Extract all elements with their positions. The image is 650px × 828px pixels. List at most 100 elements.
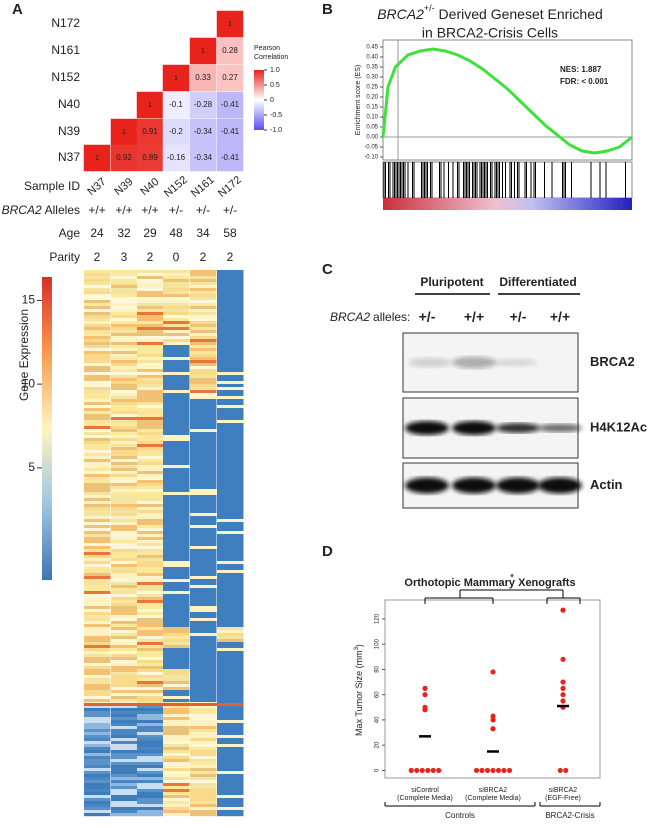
heatmap-stripe: [111, 396, 138, 400]
heatmap-stripe: [84, 339, 111, 343]
heatmap-stripe: [217, 390, 244, 394]
heatmap-stripe: [111, 333, 138, 337]
heatmap-stripe: [163, 603, 190, 607]
x-tick-label: (Complete Media): [465, 795, 521, 802]
heatmap-stripe: [111, 321, 138, 325]
heatmap-stripe: [84, 792, 111, 796]
heatmap-stripe: [217, 654, 244, 658]
heatmap-stripe: [217, 432, 244, 436]
corr-value: 1: [228, 21, 232, 28]
heatmap-stripe: [190, 423, 217, 427]
heatmap-stripe: [217, 633, 244, 637]
heatmap-stripe: [137, 708, 164, 712]
table-cell: 3: [121, 250, 128, 264]
heatmap-stripe: [217, 489, 244, 493]
heatmap-stripe: [190, 294, 217, 298]
heatmap-stripe: [217, 363, 244, 367]
heatmap-stripe: [111, 324, 138, 328]
data-point: [422, 692, 428, 698]
heatmap-stripe: [137, 405, 164, 409]
heatmap-stripe: [111, 588, 138, 592]
row-label: N172: [51, 16, 80, 30]
heatmap-stripe: [137, 483, 164, 487]
data-point: [506, 767, 513, 774]
heatmap-stripe: [111, 288, 138, 292]
heatmap-stripe: [111, 432, 138, 436]
heatmap-stripe: [84, 354, 111, 358]
heatmap-stripe: [217, 582, 244, 586]
heatmap-stripe: [163, 591, 190, 595]
table-cell: N172: [216, 174, 244, 200]
heatmap-stripe: [217, 726, 244, 730]
y-tick-label: 0.15: [366, 105, 378, 111]
data-point: [560, 679, 566, 685]
heatmap-stripe: [137, 564, 164, 568]
heatmap-stripe: [137, 804, 164, 808]
heatmap-stripe: [84, 477, 111, 481]
heatmap-stripe: [84, 714, 111, 718]
heatmap-stripe: [137, 279, 164, 283]
heatmap-stripe: [111, 348, 138, 352]
heatmap-stripe: [190, 498, 217, 502]
heatmap-stripe: [111, 351, 138, 355]
heatmap-stripe: [163, 459, 190, 463]
heatmap-stripe: [217, 600, 244, 604]
heatmap-stripe: [190, 636, 217, 640]
heatmap-stripe: [190, 600, 217, 604]
heatmap-stripe: [190, 495, 217, 499]
heatmap-stripe: [137, 357, 164, 361]
heatmap-stripe: [190, 543, 217, 547]
heatmap-stripe: [163, 348, 190, 352]
heatmap-stripe: [84, 366, 111, 370]
data-point: [414, 767, 420, 774]
heatmap-stripe: [217, 699, 244, 703]
heatmap-stripe: [217, 774, 244, 778]
heatmap-stripe: [137, 585, 164, 589]
heatmap-stripe: [137, 627, 164, 631]
heatmap-stripe: [111, 270, 138, 274]
heatmap-stripe: [163, 363, 190, 367]
heatmap-stripe: [190, 279, 217, 283]
heatmap-stripe: [190, 756, 217, 760]
heatmap-stripe: [111, 771, 138, 775]
corr-value: 1: [201, 48, 205, 55]
y-tick-label: 0.10: [366, 115, 378, 121]
heatmap-stripe: [190, 321, 217, 325]
heatmap-stripe: [163, 537, 190, 541]
heatmap-stripe: [84, 513, 111, 517]
panel-title: in BRCA2-Crisis Cells: [422, 25, 558, 41]
heatmap-stripe: [111, 669, 138, 673]
heatmap-stripe: [84, 675, 111, 679]
heatmap-stripe: [163, 486, 190, 490]
heatmap-stripe: [137, 288, 164, 292]
heatmap-stripe: [84, 783, 111, 787]
heatmap-stripe: [190, 762, 217, 766]
heatmap-stripe: [84, 588, 111, 592]
heatmap-stripe: [137, 687, 164, 691]
heatmap-stripe: [163, 366, 190, 370]
heatmap-stripe: [111, 747, 138, 751]
heatmap-stripe: [163, 771, 190, 775]
heatmap-stripe: [84, 612, 111, 616]
heatmap-stripe: [190, 561, 217, 565]
heatmap-stripe: [190, 789, 217, 793]
heatmap-stripe: [111, 384, 138, 388]
heatmap-stripe: [190, 402, 217, 406]
heatmap-stripe: [84, 708, 111, 712]
annotation: *: [510, 572, 515, 584]
heatmap-stripe: [111, 399, 138, 403]
heatmap-stripe: [137, 456, 164, 460]
heatmap-stripe: [137, 633, 164, 637]
heatmap-stripe: [84, 528, 111, 532]
heatmap-stripe: [217, 465, 244, 469]
heatmap-stripe: [217, 435, 244, 439]
heatmap-stripe: [137, 597, 164, 601]
heatmap-stripe: [137, 603, 164, 607]
data-point: [490, 717, 496, 723]
heatmap-stripe: [137, 492, 164, 496]
heatmap-stripe: [84, 324, 111, 328]
heatmap-stripe: [163, 408, 190, 412]
heatmap-stripe: [163, 327, 190, 331]
corr-cell: [216, 64, 244, 92]
heatmap-stripe: [84, 567, 111, 571]
